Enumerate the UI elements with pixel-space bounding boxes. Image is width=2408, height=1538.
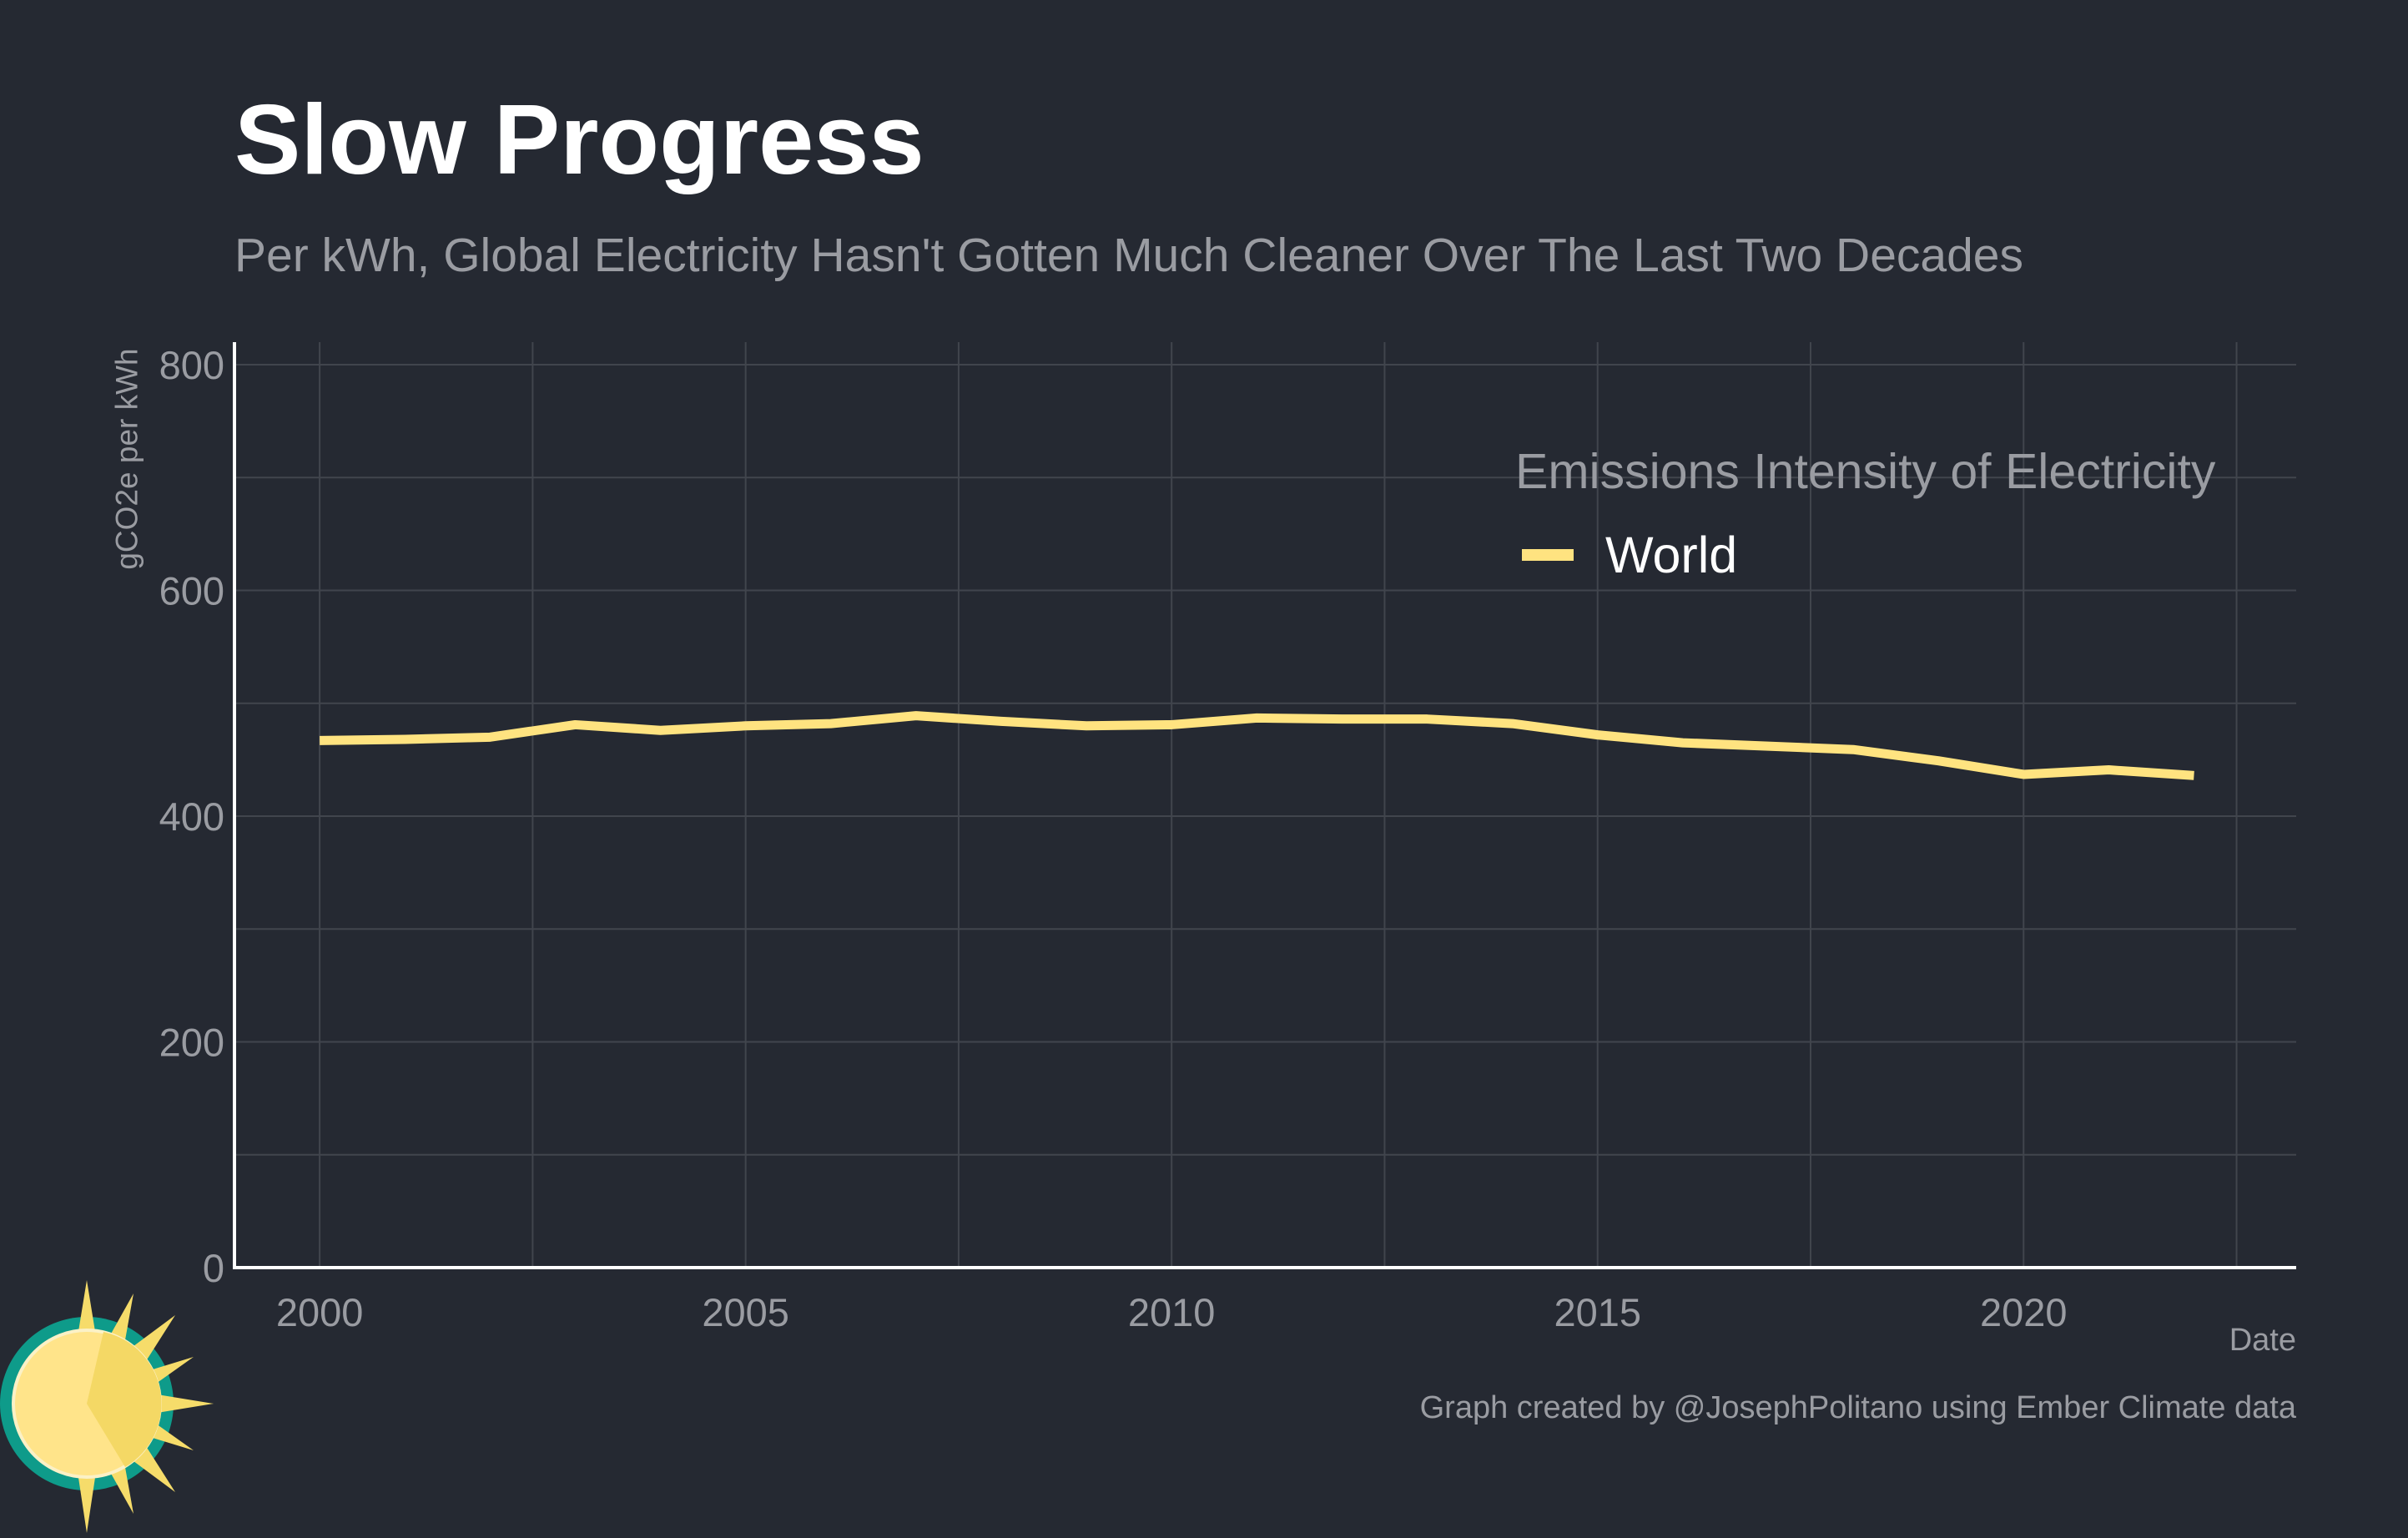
tick-labels: 0 200 400 600 800 2000 2005 2010 2015 2020 <box>159 343 2068 1334</box>
chart-title: Slow Progress <box>234 84 924 195</box>
y-tick-label: 600 <box>159 569 224 613</box>
chart-subtitle: Per kWh, Global Electricity Hasn't Gotte… <box>234 229 2024 282</box>
x-tick-label: 2010 <box>1128 1290 1216 1334</box>
grid-lines <box>234 342 2296 1268</box>
y-tick-label: 800 <box>159 343 224 387</box>
legend-label-world: World <box>1605 527 1737 583</box>
y-tick-label: 0 <box>203 1246 224 1290</box>
x-tick-label: 2000 <box>276 1290 364 1334</box>
y-tick-label: 200 <box>159 1021 224 1065</box>
y-tick-label: 400 <box>159 794 224 839</box>
axes <box>233 342 2296 1269</box>
legend-title: Emissions Intensity of Electricity <box>1515 444 2216 499</box>
x-axis-label: Date <box>2229 1323 2296 1358</box>
sun-logo <box>0 1280 214 1533</box>
legend: Emissions Intensity of Electricity World <box>1515 444 2216 583</box>
x-tick-label: 2020 <box>1980 1290 2068 1334</box>
x-tick-label: 2005 <box>702 1290 789 1334</box>
series-line-world <box>320 711 2194 780</box>
x-tick-label: 2015 <box>1554 1290 1641 1334</box>
sun-shade <box>87 1332 162 1467</box>
source-caption: Graph created by @JosephPolitano using E… <box>1419 1390 2296 1425</box>
series-lines <box>320 711 2194 780</box>
